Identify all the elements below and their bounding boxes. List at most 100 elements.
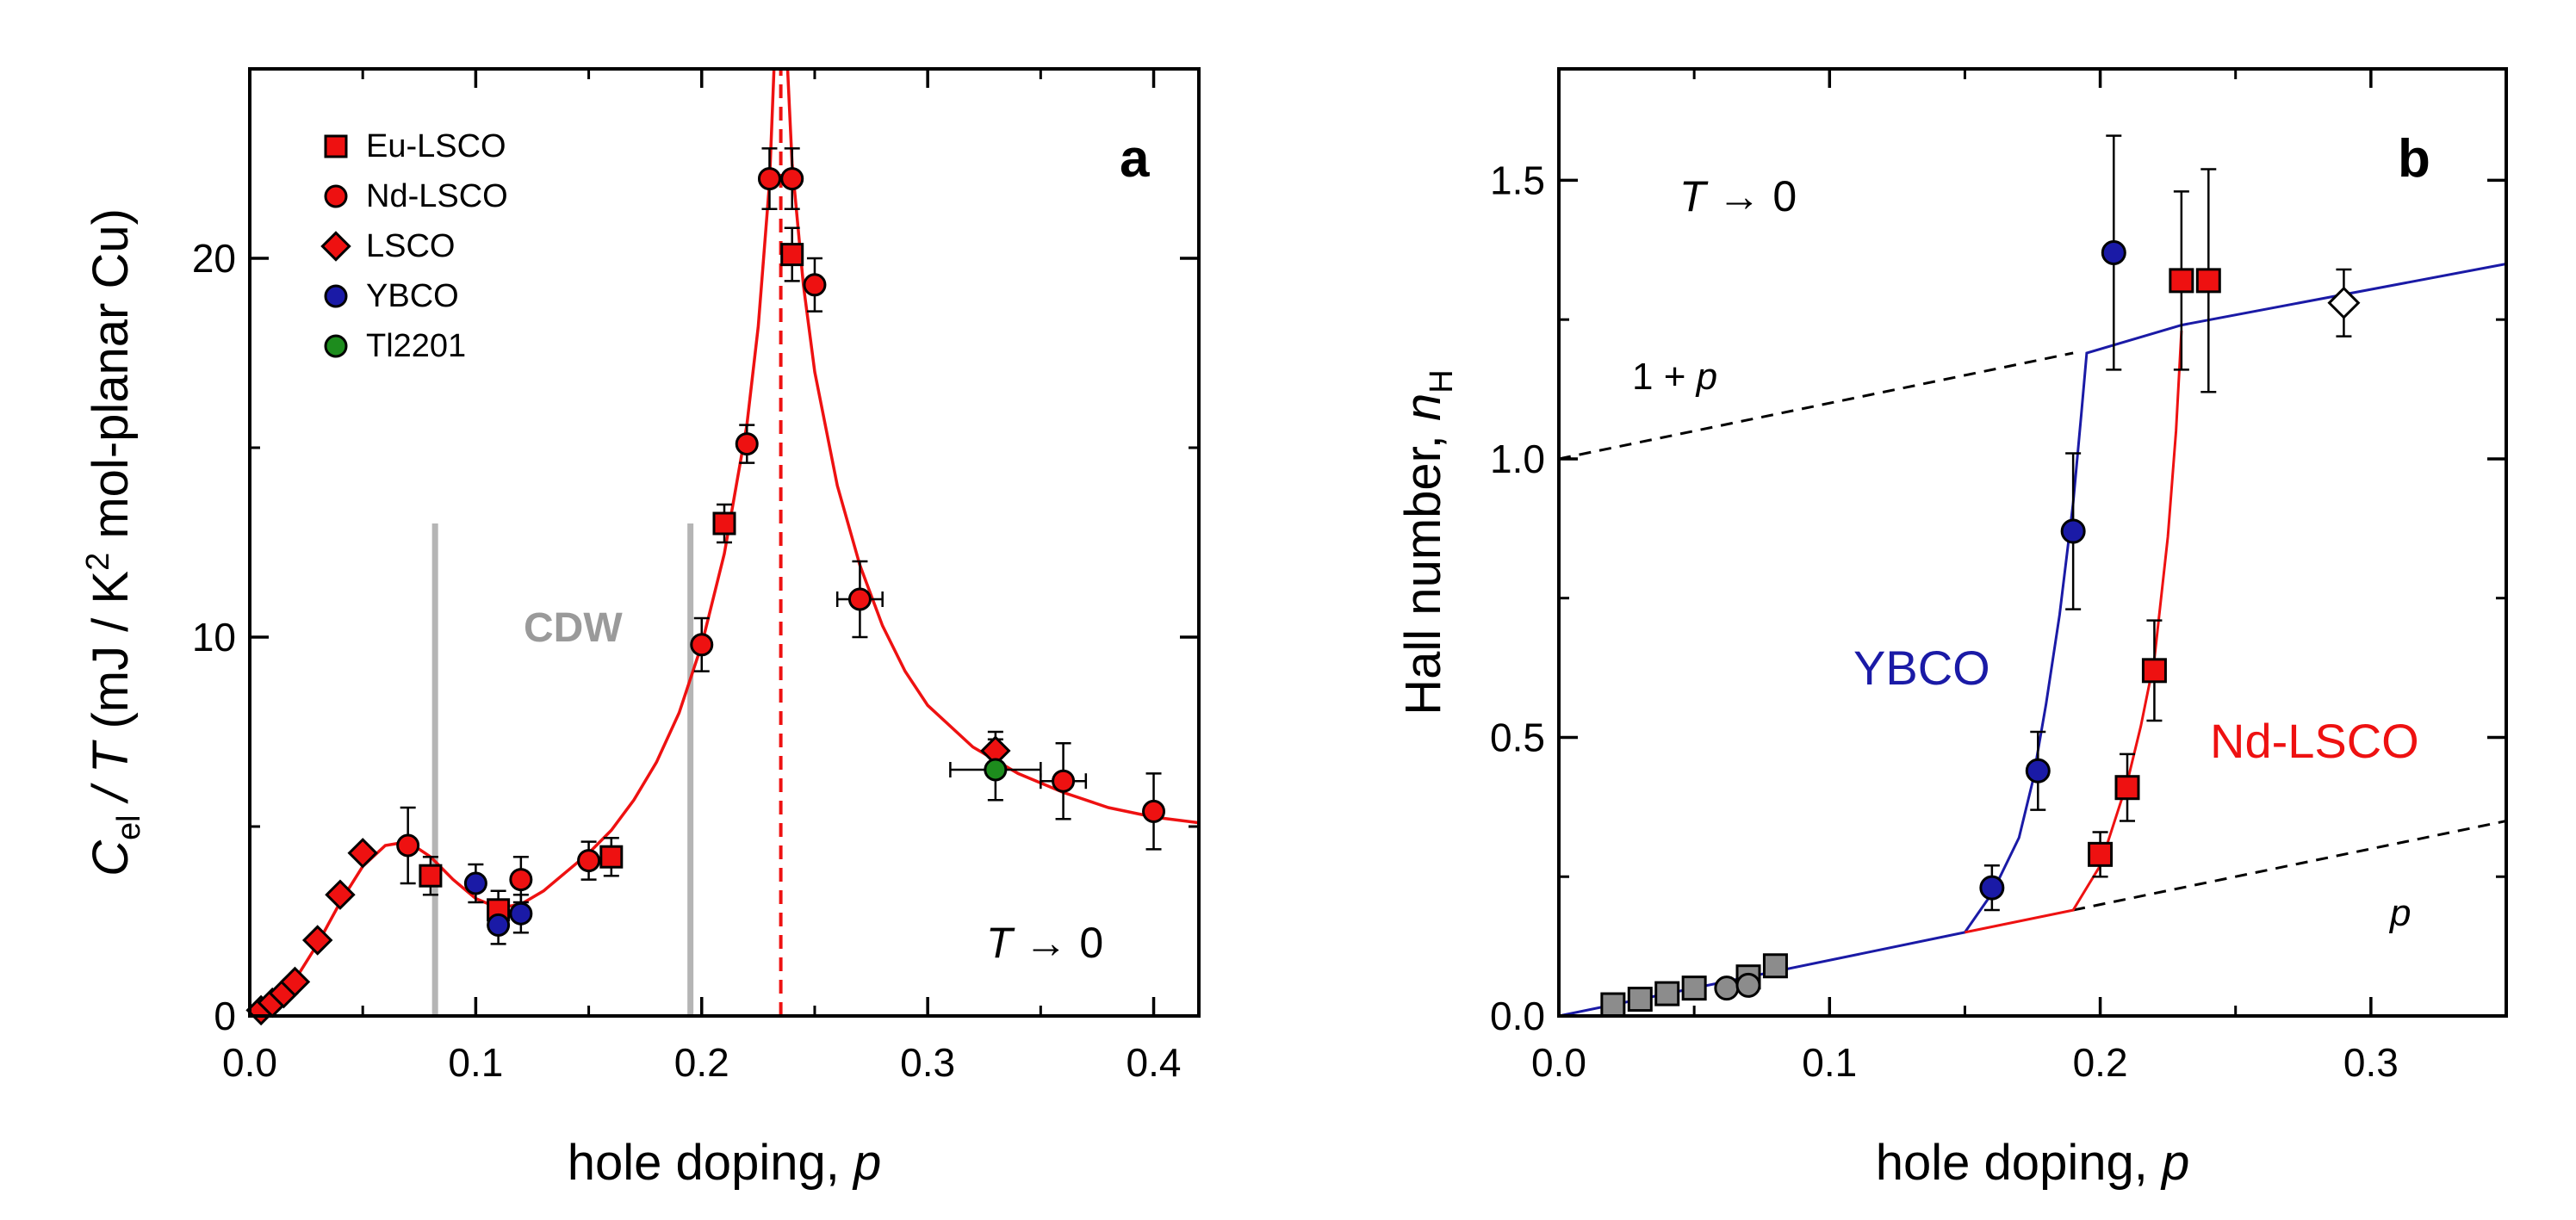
legend-entry-ybco: YBCO (366, 278, 459, 314)
panel-b-plot (1558, 134, 2507, 1018)
panel-b-low-p-circles-point-1 (1714, 975, 1740, 1001)
panel-a-x-axis-title-text: hole doping, (568, 1135, 853, 1191)
panel-a-y-axis-title-t: / T (83, 740, 139, 814)
panel-b-y-axis-title-var: n (1395, 393, 1451, 421)
panel-a-lsco-point-4 (279, 966, 311, 998)
panel-a-nd-lsco-point-8 (803, 273, 827, 297)
panel-b-frame (1557, 67, 2508, 1018)
legend-entry-lsco: LSCO (366, 228, 455, 264)
ybco-fit-line (1558, 263, 2507, 1018)
panel-a-y-tick-label: 10 (192, 615, 236, 660)
panel-b-nd-lsco-point-1 (2088, 841, 2114, 867)
panel-b-annotation-rest: → 0 (1706, 172, 1797, 220)
panel-b-ybco-point-2 (2025, 758, 2051, 783)
panel-a-nd-lsco-point-1 (396, 833, 420, 858)
panel-a-label: a (1120, 129, 1150, 189)
panel-b-nd-lsco-point-3 (2141, 658, 2167, 684)
panel-a-y-axis-title-sub: el (111, 814, 147, 840)
nd-lsco-fit-line (1965, 331, 2183, 934)
label-1-plus-p: 1 + p (1632, 356, 1717, 398)
panel-b-y-tick-label: 1.5 (1490, 158, 1545, 202)
panel-a-y-tick-label: 0 (214, 994, 236, 1038)
cdw-label: CDW (524, 605, 623, 651)
dashed-line-1-p (1558, 351, 2074, 461)
legend-entry-nd-lsco: Nd-LSCO (366, 178, 508, 214)
panel-a-ybco-point-1 (463, 871, 487, 895)
panel-a-nd-lsco-point-10 (1052, 769, 1076, 793)
panel-b-x-axis-title-var: p (2160, 1135, 2189, 1191)
panel-a-nd-lsco-point-11 (1142, 799, 1166, 823)
panel-b-x-tick-label: 0.3 (2343, 1040, 2399, 1085)
panel-a-y-axis-title-c: C (83, 839, 139, 876)
panel-b: 0.0 0.1 0.2 0.3 0.0 0.5 1.0 1.5 b T → 0 1 + p p… (1395, 67, 2508, 1191)
panel-a-tl2201-point-1 (984, 758, 1008, 782)
panel-b-nd-lsco-point-2 (2114, 775, 2140, 801)
panel-b-y-tick-label: 1.0 (1490, 437, 1545, 481)
dashed-line-p (2072, 820, 2507, 912)
panel-b-y-tick-label: 0.0 (1490, 994, 1545, 1038)
label-1-plus-p-var: p (1695, 356, 1717, 398)
panel-b-lsco-point-1 (2327, 286, 2361, 319)
panel-a-x-axis-title: hole doping, p (568, 1135, 881, 1191)
panel-b-low-p-squares-point-4 (1681, 975, 1707, 1001)
panel-b-low-p-squares-point-3 (1654, 981, 1680, 1006)
panel-b-x-tick-label: 0.1 (1802, 1040, 1857, 1085)
panel-a-eu-lsco-point-5 (780, 243, 804, 267)
legend-marker-tl2201 (324, 334, 348, 358)
panel-b-nd-lsco-point-4 (2169, 268, 2194, 294)
panel-a-nd-lsco-point-7 (780, 167, 804, 191)
panel-a-y-axis-title: Cel / T (mJ / K2 mol-planar Cu) (80, 208, 147, 876)
label-p: p (2388, 892, 2411, 934)
panel-a-ticks: 0.0 0.1 0.2 0.3 0.4 0 10 20 (192, 69, 1199, 1085)
panel-b-x-tick-label: 0.0 (1531, 1040, 1586, 1085)
panel-a-lsco-point-7 (347, 838, 378, 869)
panel-b-ybco-point-3 (2060, 518, 2086, 544)
legend-marker-nd-lsco (324, 184, 348, 208)
panel-b-y-axis-title-sub: H (1424, 369, 1460, 393)
panel-a-lsco-point-6 (325, 879, 356, 910)
panel-a-x-tick-label: 0.2 (674, 1040, 729, 1085)
panel-b-y-axis-title-text: Hall number, (1395, 421, 1451, 715)
panel-b-ticks: 0.0 0.1 0.2 0.3 0.0 0.5 1.0 1.5 (1490, 69, 2506, 1085)
panel-a-nd-lsco-point-9 (847, 587, 872, 611)
panel-a-y-tick-label: 20 (192, 236, 236, 281)
label-nd-lsco: Nd-LSCO (2210, 714, 2419, 768)
panel-a-legend-markers (320, 134, 351, 358)
panel-b-x-axis-title-text: hole doping, (1876, 1135, 2162, 1191)
panel-a-x-axis-title-var: p (852, 1135, 881, 1191)
panel-a-frame (248, 67, 1201, 1018)
panel-a-x-tick-label: 0.4 (1127, 1040, 1182, 1085)
panel-b-x-axis-title: hole doping, p (1876, 1135, 2189, 1191)
panel-a-nd-lsco-point-3 (577, 849, 601, 873)
panel-a: 0.0 0.1 0.2 0.3 0.4 0 10 20 a T → 0 CDW Eu-LSCO… (80, 67, 1201, 1191)
panel-b-low-p-squares-point-1 (1600, 992, 1626, 1018)
panel-a-ybco-point-3 (509, 901, 533, 926)
panel-a-x-tick-label: 0.0 (222, 1040, 277, 1085)
panel-a-x-tick-label: 0.1 (448, 1040, 503, 1085)
label-ybco: YBCO (1853, 641, 1990, 695)
panel-b-ybco-point-4 (2101, 240, 2126, 266)
panel-b-y-axis-title: Hall number, nH (1395, 369, 1460, 715)
label-1-plus-p-text: 1 + (1632, 356, 1697, 398)
panel-a-y-axis-title-units-1: (mJ / K (83, 571, 139, 743)
panel-b-low-p-circles-point-2 (1735, 972, 1761, 998)
panel-a-y-axis-title-units-2: mol-planar Cu) (83, 208, 139, 553)
legend-entry-eu-lsco: Eu-LSCO (366, 128, 506, 164)
panel-a-annotation-rest: → 0 (1013, 919, 1104, 967)
legend-marker-eu-lsco (324, 134, 348, 158)
panel-b-ybco-point-1 (1979, 875, 2005, 901)
panel-a-nd-lsco-point-5 (735, 432, 759, 456)
panel-a-y-axis-title-sup: 2 (80, 553, 116, 571)
panel-a-legend: Eu-LSCO Nd-LSCO LSCO YBCO Tl2201 (320, 128, 508, 364)
panel-b-y-tick-label: 0.5 (1490, 715, 1545, 759)
legend-marker-lsco (320, 231, 351, 262)
panel-a-nd-lsco-point-6 (757, 167, 781, 191)
panel-a-nd-lsco-point-4 (690, 633, 714, 657)
panel-a-lsco-point-5 (301, 925, 333, 956)
panel-a-x-tick-label: 0.3 (900, 1040, 955, 1085)
panel-a-ybco-point-2 (487, 913, 511, 937)
legend-entry-tl2201: Tl2201 (366, 328, 466, 364)
panel-a-nd-lsco-point-2 (509, 868, 533, 892)
panel-a-annotation: T → 0 (986, 919, 1103, 967)
panel-b-nd-lsco-point-5 (2195, 268, 2221, 294)
